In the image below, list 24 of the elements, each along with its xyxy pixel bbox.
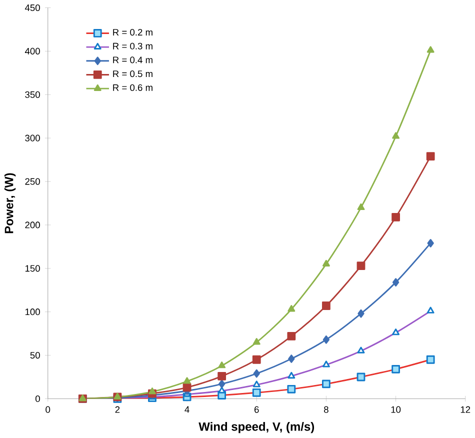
legend-label: R = 0.2 m (113, 29, 152, 36)
legend-label: R = 0.3 m (113, 43, 152, 50)
y-tick-label: 300 (25, 134, 40, 142)
y-axis-title: Power, (W) (4, 173, 16, 234)
x-axis-title: Wind speed, V, (m/s) (198, 422, 314, 434)
legend-label: R = 0.5 m (113, 70, 152, 78)
legend-label: R = 0.4 m (113, 56, 152, 64)
y-tick-label: 250 (25, 178, 40, 185)
y-tick-label: 350 (25, 92, 40, 98)
y-tick-label: 50 (30, 352, 40, 359)
y-tick-label: 400 (24, 48, 40, 55)
legend-label: R = 0.6 m (113, 84, 152, 92)
x-tick-label: 0 (46, 406, 50, 414)
x-tick-label: 12 (460, 406, 470, 413)
y-tick-label: 150 (25, 265, 40, 272)
x-tick-label: 8 (324, 406, 328, 414)
y-tick-label: 100 (25, 308, 40, 316)
x-tick-label: 6 (254, 406, 259, 414)
y-tick-label: 450 (24, 4, 40, 12)
y-tick-label: 0 (35, 396, 40, 402)
y-tick-label: 200 (25, 222, 40, 228)
x-tick-label: 10 (391, 406, 401, 414)
x-tick-label: 4 (184, 406, 190, 413)
x-tick-label: 2 (115, 406, 120, 413)
